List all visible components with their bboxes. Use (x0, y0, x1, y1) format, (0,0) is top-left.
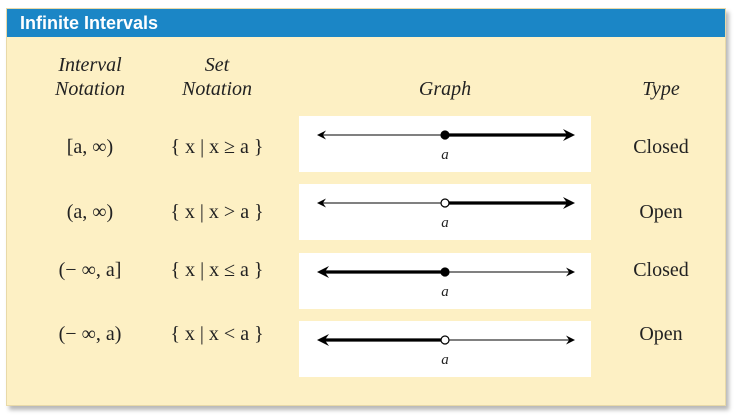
set-notation-cell: { x | x ≥ a } (170, 136, 264, 158)
closed-endpoint (440, 267, 450, 277)
left-arrowhead (317, 266, 329, 278)
header-type: Type (642, 78, 680, 100)
set-notation-cell: { x | x ≤ a } (170, 259, 264, 281)
number-line-svg (317, 266, 575, 278)
header-set-line2: Notation (181, 78, 252, 100)
closed-endpoint (440, 130, 450, 140)
set-notation-cell: { x | x > a } (170, 201, 264, 223)
interval-notation-cell: [a, ∞) (66, 136, 114, 158)
right-arrowhead (563, 129, 575, 141)
set-notation-cell: { x | x < a } (170, 323, 264, 345)
interval-notation-cell: (− ∞, a] (58, 259, 122, 281)
left-arrowhead (317, 198, 326, 208)
number-line-graph: a (299, 253, 591, 309)
point-label: a (441, 147, 449, 163)
number-line-graph: a (299, 321, 591, 377)
number-line-svg (317, 334, 575, 346)
right-arrowhead (566, 267, 575, 277)
header-interval-line2: Notation (54, 78, 125, 100)
point-label: a (441, 284, 449, 300)
right-arrowhead (566, 335, 575, 345)
header-set-line1: Set (204, 54, 230, 76)
number-line-svg (317, 197, 575, 209)
left-arrowhead (317, 334, 329, 346)
header-set-notation: Set Notation (147, 53, 287, 101)
right-arrowhead (563, 197, 575, 209)
point-label: a (441, 352, 449, 368)
interval-type-cell: Closed (633, 136, 689, 158)
open-endpoint (440, 198, 450, 208)
header-interval-line1: Interval (58, 54, 122, 76)
interval-notation-cell: (− ∞, a) (58, 323, 122, 345)
interval-type-cell: Open (639, 201, 683, 223)
number-line-svg (317, 129, 575, 141)
header-interval-notation: Interval Notation (35, 53, 145, 101)
left-arrowhead (317, 130, 326, 140)
interval-type-cell: Closed (633, 259, 689, 281)
number-line-graph: a (299, 184, 591, 240)
header-graph: Graph (418, 78, 472, 100)
point-label: a (441, 215, 449, 231)
open-endpoint (440, 335, 450, 345)
number-line-graph: a (299, 116, 591, 172)
interval-notation-cell: (a, ∞) (66, 201, 114, 223)
interval-type-cell: Open (639, 323, 683, 345)
panel-title: Infinite Intervals (7, 9, 725, 37)
infinite-intervals-panel: Infinite Intervals Interval Notation Set… (6, 8, 726, 406)
